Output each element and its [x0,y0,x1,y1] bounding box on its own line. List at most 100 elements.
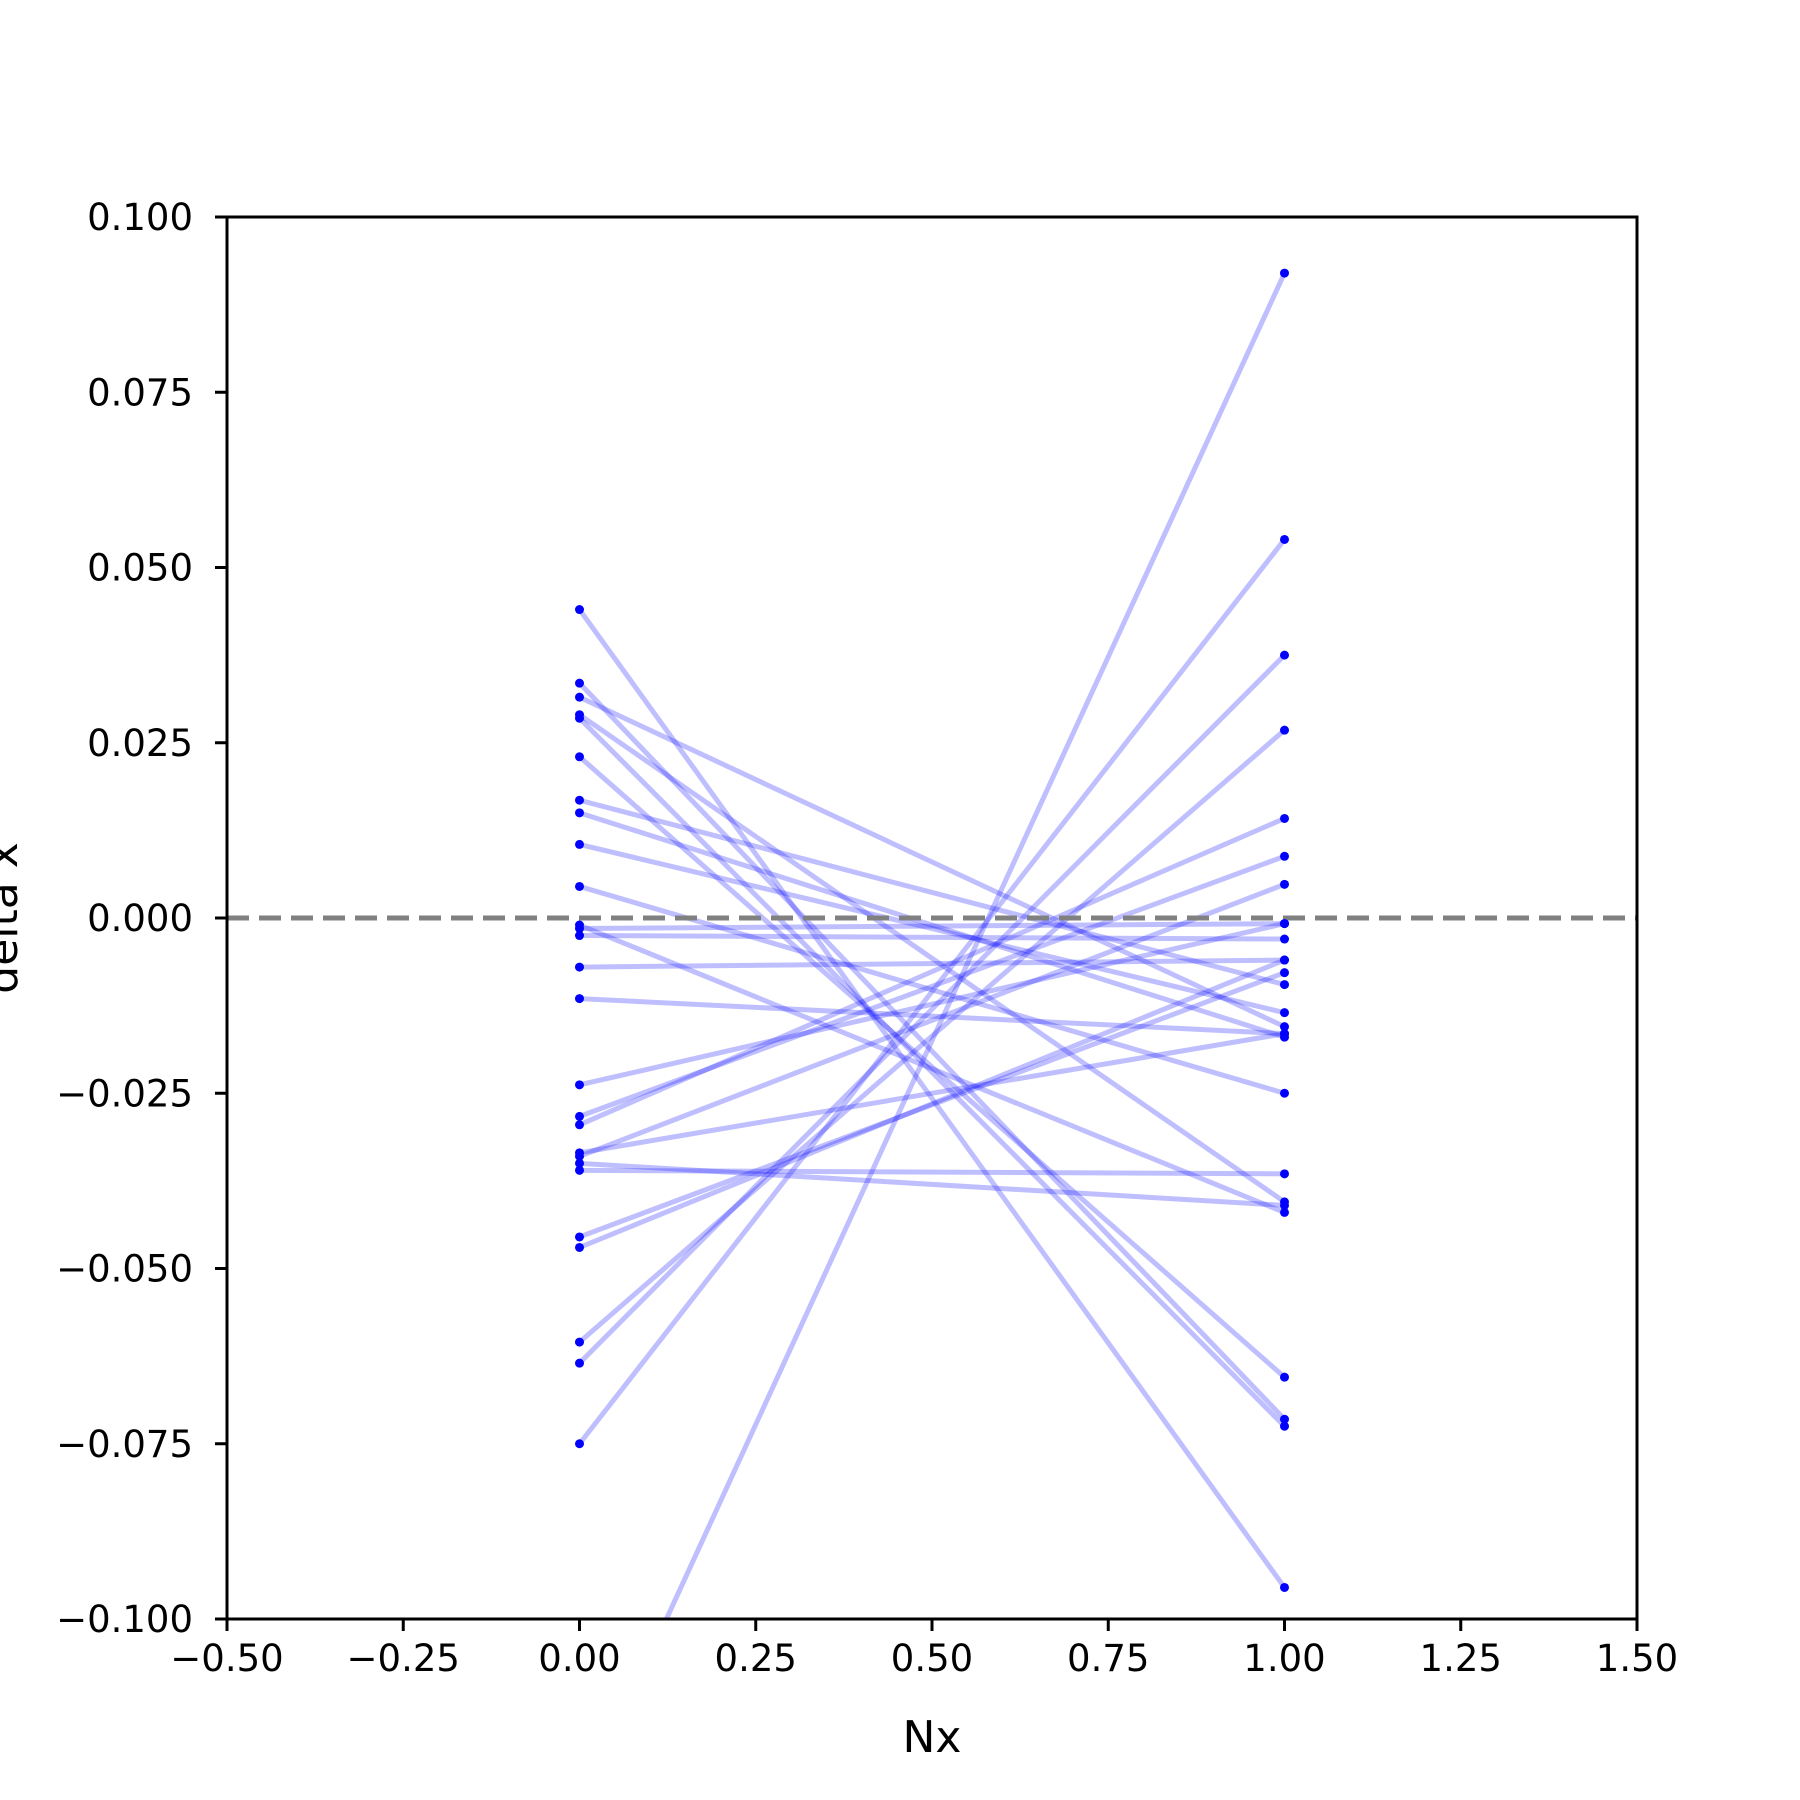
data-point-24-b [1280,650,1289,660]
series-line-21 [578,970,1286,1240]
data-point-27-b [1280,1088,1289,1098]
x-tick-label: 0.75 [1067,1637,1149,1680]
x-tick-label: 0.25 [715,1637,797,1680]
series-line-12 [579,957,1285,970]
data-point-19-a [575,1158,584,1168]
data-point-11-b [1280,934,1289,944]
series-line-5 [577,754,1287,1380]
y-tick-label: 0.050 [87,547,193,590]
data-point-22-a [575,1242,584,1252]
data-point-25-a [575,1439,584,1449]
series-line-13 [579,996,1285,1037]
y-axis: −0.100 −0.075 −0.050 −0.025 0.000 0.025 0.050 0… [56,196,227,1641]
x-tick-label: −0.50 [170,1637,283,1680]
y-tick-label: −0.100 [56,1598,193,1641]
series-line-25 [577,537,1287,1446]
series-line-16 [578,816,1286,1128]
series-line-4 [577,716,1287,1428]
data-point-0-b [1280,1582,1289,1592]
series-line-14 [578,921,1286,1088]
y-tick-label: −0.050 [56,1248,193,1291]
series-line-0 [577,608,1287,1589]
data-point-23-a [575,1337,584,1347]
data-point-5-b [1280,1372,1289,1382]
series-layer [577,272,1287,1619]
x-tick-label: 0.00 [538,1637,620,1680]
data-point-22-b [1280,955,1289,965]
data-point-11-a [575,931,584,941]
series-line-8 [578,841,1286,1016]
y-tick-label: 0.100 [87,196,193,239]
y-tick-label: 0.025 [87,722,193,765]
y-tick-label: −0.025 [56,1072,193,1115]
data-point-16-b [1280,813,1289,823]
series-line-10 [579,921,1285,932]
series-line-26 [663,272,1287,1619]
data-point-1-a [575,678,584,688]
data-point-6-b [1280,980,1289,990]
series-line-1 [577,681,1287,1421]
series-line-19 [579,1160,1285,1208]
data-point-26-b [1280,268,1289,278]
series-line-27 [578,884,1286,1096]
data-point-20-a [575,1165,584,1175]
data-point-2-b [1280,1022,1289,1032]
series-line-23 [577,728,1287,1344]
series-line-11 [579,933,1285,942]
data-point-5-a [575,752,584,762]
series-line-22 [578,957,1286,1250]
series-line-15 [578,853,1286,1119]
series-line-9 [578,922,1286,1215]
data-point-15-b [1280,851,1289,861]
x-tick-label: 0.50 [891,1637,973,1680]
data-point-9-b [1280,1207,1289,1217]
data-point-6-a [575,795,584,805]
data-point-27-a [575,881,584,891]
data-point-24-a [575,1358,584,1368]
data-point-4-b [1280,1421,1289,1431]
series-line-17 [579,1031,1285,1156]
data-point-12-a [575,962,584,972]
data-point-20-b [1280,1169,1289,1179]
y-tick-label: 0.075 [87,371,193,414]
data-point-1-b [1280,1414,1289,1424]
data-point-21-b [1280,968,1289,978]
data-point-14-a [575,1080,584,1090]
x-tick-label: 1.00 [1243,1637,1325,1680]
marker-layer [575,268,1289,1592]
series-line-18 [578,882,1286,1159]
series-line-3 [578,712,1286,1204]
series-line-6 [578,797,1286,988]
x-tick-label: 1.50 [1596,1637,1678,1680]
series-line-20 [579,1167,1285,1177]
y-axis-label: delta x [0,842,28,993]
data-point-23-b [1280,725,1289,735]
data-point-4-a [575,713,584,723]
data-point-16-a [575,1120,584,1130]
data-point-8-b [1280,1008,1289,1018]
series-line-24 [577,653,1287,1365]
data-point-19-b [1280,1200,1289,1210]
data-point-13-a [575,994,584,1004]
data-point-15-a [575,1111,584,1121]
x-tick-label: 1.25 [1420,1637,1502,1680]
x-tick-label: −0.25 [347,1637,460,1680]
data-point-18-a [575,1151,584,1161]
data-point-10-a [575,924,584,934]
data-point-8-a [575,839,584,849]
x-axis: −0.50 −0.25 0.00 0.25 0.50 0.75 1.00 1.25 1.50 [170,1619,1678,1680]
series-line-2 [578,694,1286,1029]
data-point-21-a [575,1232,584,1242]
data-point-18-b [1280,879,1289,889]
data-point-17-b [1280,1029,1289,1039]
series-line-7 [578,810,1286,1040]
y-tick-label: −0.075 [56,1423,193,1466]
y-tick-label: 0.000 [87,897,193,940]
data-point-2-a [575,692,584,702]
data-point-14-b [1280,919,1289,929]
data-point-0-a [575,605,584,615]
x-axis-label: Nx [903,1712,962,1763]
data-point-7-a [575,808,584,818]
data-point-25-b [1280,534,1289,544]
